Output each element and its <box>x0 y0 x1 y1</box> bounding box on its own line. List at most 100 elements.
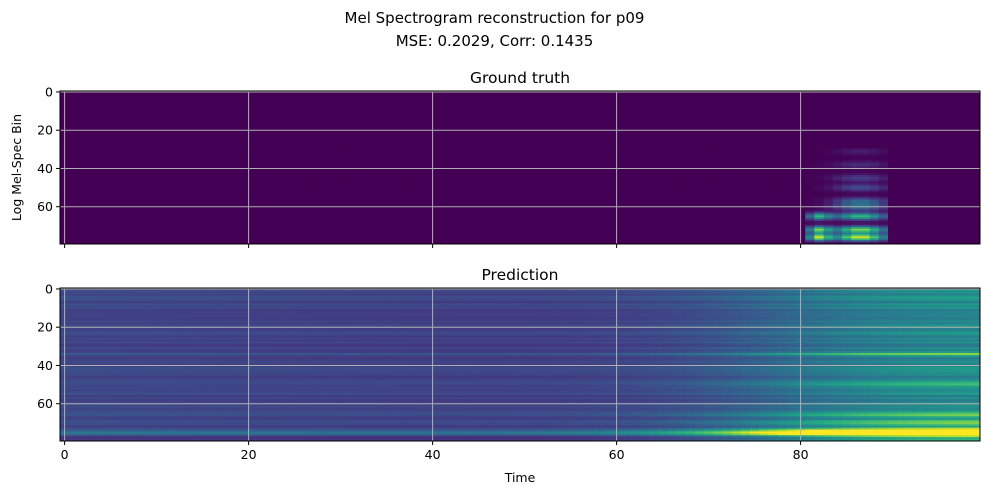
heatmap-cell <box>271 123 282 126</box>
heatmap-cell <box>878 98 889 101</box>
heatmap-cell <box>529 125 539 128</box>
heatmap-cell <box>878 100 889 103</box>
heatmap-cell <box>409 125 420 128</box>
heatmap-cell <box>142 125 153 128</box>
heatmap-cell <box>658 131 668 134</box>
heatmap-cell <box>731 98 742 101</box>
heatmap-cell <box>363 100 374 103</box>
heatmap-cell <box>584 115 594 119</box>
heatmap-cell <box>676 113 686 117</box>
heatmap-cell <box>409 96 420 100</box>
heatmap-cell <box>271 110 282 113</box>
heatmap-cell <box>336 106 346 109</box>
heatmap-cell <box>648 127 659 130</box>
heatmap-cell <box>474 92 484 96</box>
heatmap-cell <box>575 127 585 130</box>
heatmap-cell <box>520 117 530 121</box>
heatmap-cell <box>869 134 880 138</box>
heatmap-cell <box>446 100 456 103</box>
heatmap-cell <box>667 121 677 124</box>
heatmap-cell <box>759 133 769 136</box>
heatmap-cell <box>538 102 548 105</box>
heatmap-cell <box>188 110 199 113</box>
heatmap-cell <box>317 104 328 107</box>
heatmap-cell <box>575 110 585 113</box>
heatmap-cell <box>133 112 144 115</box>
heatmap-cell <box>740 98 751 101</box>
heatmap-cell <box>262 131 272 134</box>
heatmap-cell <box>96 119 107 122</box>
heatmap-cell <box>566 125 576 128</box>
heatmap-cell <box>704 115 714 119</box>
heatmap-cell <box>225 112 236 115</box>
heatmap-cell <box>934 92 944 96</box>
heatmap-cell <box>69 127 79 130</box>
heatmap-cell <box>69 92 79 96</box>
heatmap-cell <box>575 113 585 117</box>
heatmap-cell <box>888 119 898 122</box>
heatmap-cell <box>161 119 171 122</box>
heatmap-cell <box>179 104 190 107</box>
heatmap-cell <box>924 134 935 138</box>
heatmap-cell <box>777 113 788 117</box>
heatmap-cell <box>106 131 116 134</box>
heatmap-cell <box>924 94 935 98</box>
heatmap-cell <box>685 115 696 119</box>
heatmap-cell <box>566 121 576 124</box>
heatmap-cell <box>262 108 272 111</box>
heatmap-cell <box>584 110 594 113</box>
heatmap-cell <box>777 96 788 100</box>
heatmap-cell <box>106 117 116 121</box>
heatmap-cell <box>786 98 797 101</box>
heatmap-cell <box>96 100 107 103</box>
heatmap-cell <box>437 92 447 96</box>
heatmap-cell <box>584 94 594 98</box>
heatmap-cell <box>133 96 144 100</box>
heatmap-cell <box>69 112 79 115</box>
heatmap-cell <box>382 106 392 109</box>
heatmap-cell <box>694 110 705 113</box>
heatmap-cell <box>409 115 420 119</box>
heatmap-cell <box>970 94 981 98</box>
heatmap-cell <box>372 134 383 138</box>
heatmap-cell <box>575 108 585 111</box>
heatmap-cell <box>400 134 410 138</box>
heatmap-cell <box>888 123 898 126</box>
heatmap-cell <box>290 98 300 101</box>
heatmap-cell <box>170 106 180 109</box>
heatmap-cell <box>271 96 282 100</box>
heatmap-cell <box>694 100 705 103</box>
heatmap-cell <box>179 121 190 124</box>
heatmap-cell <box>630 131 640 134</box>
heatmap-cell <box>216 94 226 98</box>
heatmap-cell <box>842 134 852 138</box>
heatmap-cell <box>713 125 723 128</box>
heatmap-cell <box>906 98 916 101</box>
heatmap-cell <box>667 110 677 113</box>
heatmap-cell <box>566 96 576 100</box>
heatmap-cell <box>492 94 502 98</box>
heatmap-cell <box>667 112 677 115</box>
heatmap-cell <box>216 125 226 128</box>
heatmap-cell <box>878 94 889 98</box>
heatmap-cell <box>961 110 972 113</box>
heatmap-cell <box>786 100 797 103</box>
heatmap-cell <box>78 133 88 136</box>
heatmap-cell <box>161 125 171 128</box>
heatmap-cell <box>924 121 935 124</box>
heatmap-cell <box>317 134 328 138</box>
heatmap-cell <box>124 108 134 111</box>
heatmap-cell <box>142 131 153 134</box>
heatmap-cell <box>639 92 650 96</box>
heatmap-cell <box>492 104 502 107</box>
heatmap-cell <box>888 127 898 130</box>
heatmap-cell <box>161 133 171 136</box>
heatmap-cell <box>262 125 272 128</box>
heatmap-cell <box>170 134 180 138</box>
heatmap-cell <box>455 131 466 134</box>
heatmap-cell <box>897 123 907 126</box>
heatmap-cell <box>455 121 466 124</box>
heatmap-cell <box>878 127 889 130</box>
heatmap-cell <box>280 123 291 126</box>
